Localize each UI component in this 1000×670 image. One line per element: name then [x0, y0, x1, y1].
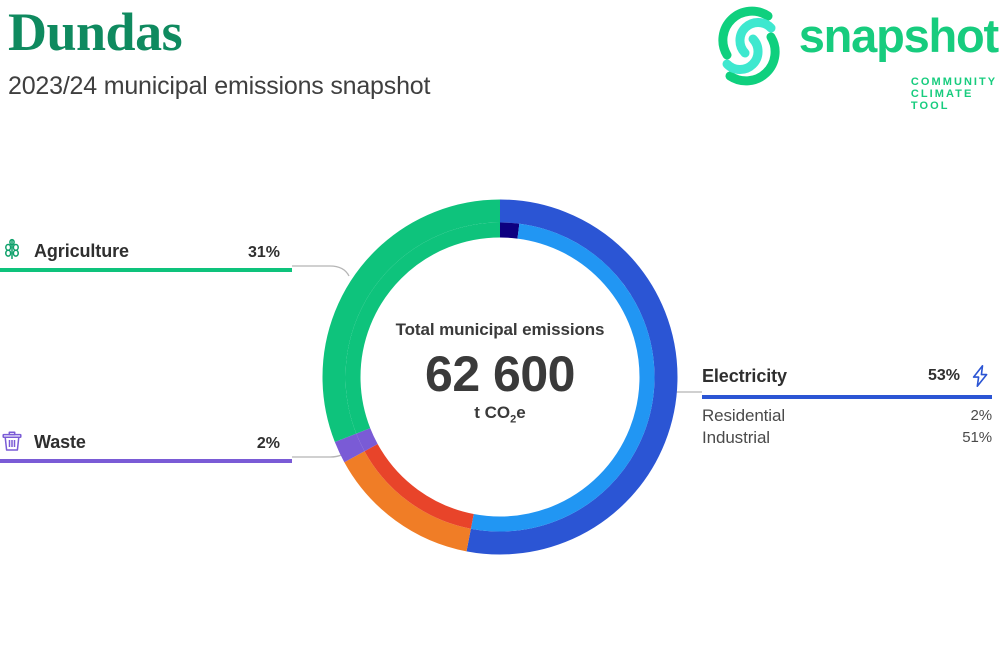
callout-agriculture-head: Agriculture 31%: [0, 236, 292, 262]
page-title: Dundas: [8, 2, 183, 62]
callout-waste-head: Waste 2%: [0, 427, 292, 453]
callout-electricity[interactable]: Electricity 53% Residential 2% Industria…: [702, 362, 992, 449]
page-subtitle: 2023/24 municipal emissions snapshot: [8, 72, 431, 100]
donut-outer-ring: [322, 199, 678, 555]
donut-center-total: Total municipal emissions 62 600 t CO2e: [321, 320, 679, 425]
brand-tagline: COMMUNITY CLIMATE TOOL: [910, 76, 997, 112]
donut-slice-agriculture: [322, 199, 678, 555]
callout-agriculture-percent: 31%: [247, 244, 280, 261]
callout-agriculture-rule: [0, 268, 292, 272]
page-header: Dundas 2023/24 municipal emissions snaps…: [0, 0, 1000, 120]
electricity-sub-list: Residential 2% Industrial 51%: [702, 405, 992, 449]
unit-prefix: t CO: [474, 403, 511, 422]
sub-percent-residential: 2%: [970, 407, 993, 424]
callout-agriculture-label: Agriculture: [34, 241, 129, 261]
sub-percent-industrial: 51%: [962, 429, 992, 446]
callout-agriculture[interactable]: Agriculture 31%: [0, 236, 292, 272]
total-unit: t CO2e: [321, 403, 679, 425]
list-item: Residential 2%: [702, 405, 992, 427]
total-caption: Total municipal emissions: [395, 320, 605, 339]
callout-electricity-label: Electricity: [702, 365, 787, 386]
callout-waste-percent: 2%: [256, 435, 280, 452]
callout-waste-label: Waste: [34, 432, 86, 452]
donut-slice-agriculture-sub: [345, 222, 655, 532]
wheat-icon: [5, 238, 19, 259]
callout-waste[interactable]: Waste 2%: [0, 427, 292, 463]
lightning-bolt-icon: [972, 365, 988, 387]
list-item: Industrial 51%: [702, 427, 992, 449]
total-value: 62 600: [425, 346, 575, 402]
snapshot-swirl-icon: [718, 6, 780, 86]
callout-electricity-percent: 53%: [927, 367, 960, 384]
donut-slice-industrial: [345, 222, 655, 532]
brand-wordmark: snapshot: [798, 9, 1000, 62]
unit-subscript: 2: [510, 413, 517, 426]
emissions-donut-chart: [321, 198, 679, 556]
callout-electricity-head: Electricity 53%: [702, 362, 992, 390]
unit-suffix: e: [516, 403, 526, 422]
trash-bin-icon: [2, 431, 22, 451]
callout-electricity-rule: [702, 395, 992, 399]
sub-label-residential: Residential: [702, 406, 786, 425]
callout-waste-rule: [0, 459, 292, 463]
sub-label-industrial: Industrial: [702, 428, 770, 447]
donut-inner-ring: [345, 222, 655, 532]
